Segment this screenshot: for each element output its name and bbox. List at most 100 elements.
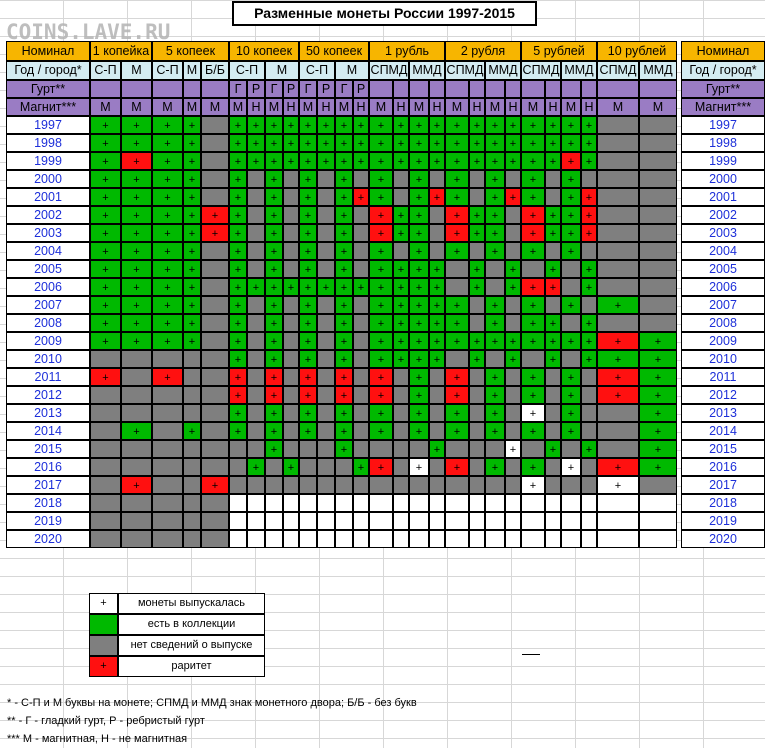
status-cell: + xyxy=(335,152,353,170)
status-cell xyxy=(581,242,597,260)
plus-mark: + xyxy=(270,336,278,348)
status-cell xyxy=(299,512,317,530)
plus-mark: + xyxy=(415,462,423,474)
plus-mark: + xyxy=(270,210,278,222)
status-cell: + xyxy=(429,440,445,458)
status-cell: + xyxy=(90,152,121,170)
status-cell xyxy=(183,458,201,476)
status-cell: + xyxy=(521,386,545,404)
gurt-cell: Г xyxy=(335,80,353,98)
year-label-right: 2016 xyxy=(681,458,765,476)
status-cell xyxy=(247,530,265,548)
status-cell xyxy=(429,386,445,404)
plus-mark: + xyxy=(654,462,662,474)
year-label-right: 2000 xyxy=(681,170,765,188)
plus-mark: + xyxy=(415,156,423,168)
plus-mark: + xyxy=(415,318,423,330)
status-cell: + xyxy=(393,260,409,278)
status-cell: + xyxy=(393,134,409,152)
mint-header: СПМД xyxy=(521,61,561,80)
status-cell: + xyxy=(265,386,283,404)
mint-header: ММД xyxy=(561,61,597,80)
year-label-right: 2001 xyxy=(681,188,765,206)
year-city-header: Год / город* xyxy=(6,61,90,80)
status-cell xyxy=(229,476,247,494)
plus-mark: + xyxy=(433,354,441,366)
status-cell: + xyxy=(299,260,317,278)
status-cell xyxy=(335,476,353,494)
status-cell xyxy=(265,494,283,512)
status-cell: + xyxy=(485,386,505,404)
plus-mark: + xyxy=(549,228,557,240)
status-cell xyxy=(581,170,597,188)
status-cell: + xyxy=(521,242,545,260)
year-label: 2015 xyxy=(6,440,90,458)
plus-mark: + xyxy=(270,264,278,276)
status-cell: + xyxy=(152,152,183,170)
plus-mark: + xyxy=(270,192,278,204)
status-cell: + xyxy=(90,134,121,152)
year-label-right: 2017 xyxy=(681,476,765,494)
gurt-cell xyxy=(505,80,521,98)
plus-mark: + xyxy=(453,246,461,258)
plus-mark: + xyxy=(377,336,385,348)
status-cell: + xyxy=(409,224,429,242)
status-cell: + xyxy=(369,134,393,152)
plus-mark: + xyxy=(340,210,348,222)
status-cell xyxy=(201,134,229,152)
status-cell: + xyxy=(90,296,121,314)
status-cell xyxy=(639,314,677,332)
plus-mark: + xyxy=(567,138,575,150)
magnet-cell: М xyxy=(521,98,545,116)
year-label-right: 2015 xyxy=(681,440,765,458)
status-cell xyxy=(201,152,229,170)
status-cell: + xyxy=(445,332,469,350)
plus-mark: + xyxy=(614,354,622,366)
status-cell: + xyxy=(265,278,283,296)
denomination-header: 1 копейка xyxy=(90,41,152,61)
year-label-right: 2014 xyxy=(681,422,765,440)
plus-mark: + xyxy=(654,372,662,384)
status-cell: + xyxy=(409,152,429,170)
status-cell: + xyxy=(545,350,561,368)
plus-mark: + xyxy=(491,246,499,258)
status-cell: + xyxy=(353,116,369,134)
plus-mark: + xyxy=(654,354,662,366)
status-cell xyxy=(283,440,299,458)
plus-mark: + xyxy=(415,390,423,402)
plus-mark: + xyxy=(188,264,196,276)
plus-mark: + xyxy=(433,120,441,132)
plus-mark: + xyxy=(491,390,499,402)
plus-mark: + xyxy=(473,156,481,168)
gurt-cell xyxy=(597,80,639,98)
status-cell: + xyxy=(265,224,283,242)
plus-mark: + xyxy=(234,246,242,258)
status-cell: + xyxy=(229,332,247,350)
status-cell xyxy=(469,422,485,440)
plus-mark: + xyxy=(188,138,196,150)
status-cell: + xyxy=(90,116,121,134)
status-cell xyxy=(545,494,561,512)
status-cell: + xyxy=(597,296,639,314)
status-cell: + xyxy=(121,206,152,224)
status-cell xyxy=(445,530,469,548)
status-cell: + xyxy=(265,332,283,350)
status-cell: + xyxy=(521,422,545,440)
status-cell xyxy=(317,512,335,530)
status-cell: + xyxy=(485,116,505,134)
plus-mark: + xyxy=(614,336,622,348)
status-cell: + xyxy=(581,134,597,152)
status-cell: + xyxy=(469,134,485,152)
status-cell xyxy=(317,422,335,440)
plus-mark: + xyxy=(188,426,196,438)
plus-mark: + xyxy=(188,246,196,258)
plus-mark: + xyxy=(397,354,405,366)
plus-mark: + xyxy=(211,210,219,222)
status-cell: + xyxy=(429,134,445,152)
status-cell: + xyxy=(561,116,581,134)
status-cell: + xyxy=(485,170,505,188)
plus-mark: + xyxy=(415,282,423,294)
status-cell xyxy=(283,476,299,494)
status-cell: + xyxy=(90,206,121,224)
status-cell xyxy=(317,296,335,314)
